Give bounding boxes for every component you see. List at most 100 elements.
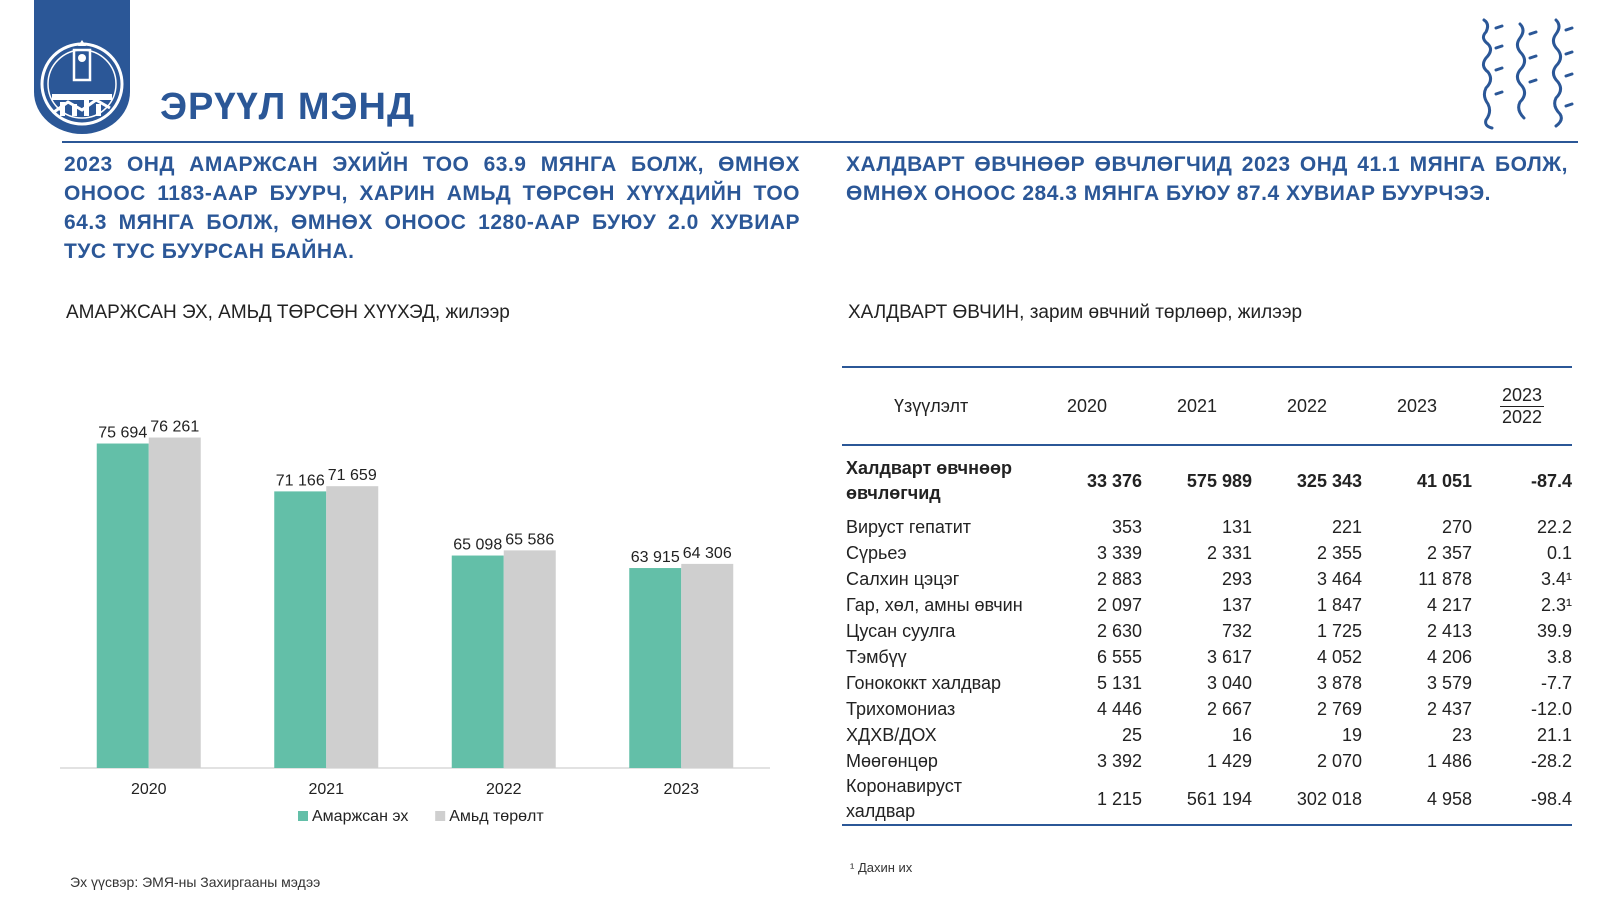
row-value: 2 070 xyxy=(1316,750,1362,771)
row-value: 11 878 xyxy=(1418,568,1472,589)
row-value: 732 xyxy=(1221,620,1252,641)
row-value: 302 018 xyxy=(1296,788,1362,809)
data-label: 65 098 xyxy=(453,537,502,554)
bar-mothers-2022 xyxy=(451,555,504,768)
row-ratio: 2.3¹ xyxy=(1540,594,1572,615)
header-divider xyxy=(62,141,1578,143)
row-value: 3 339 xyxy=(1096,542,1142,563)
row-ratio: 39.9 xyxy=(1536,620,1572,641)
row-value: 4 958 xyxy=(1426,788,1472,809)
row-value: 2 667 xyxy=(1206,698,1252,719)
row-value: 1 847 xyxy=(1316,594,1362,615)
column-header-year: 2022 xyxy=(1286,395,1328,416)
row-label: Халдварт өвчнөөр өвчлөгчид xyxy=(846,458,1012,503)
data-label: 71 166 xyxy=(276,472,325,489)
x-tick-label: 2023 xyxy=(663,781,699,798)
row-value: 1 215 xyxy=(1096,788,1142,809)
row-label: Цусан суулга xyxy=(846,620,956,641)
legend-label: Амьд төрөлт xyxy=(449,808,544,825)
row-value: 3 464 xyxy=(1316,568,1362,589)
row-label: Трихомониаз xyxy=(846,698,956,719)
row-value: 561 194 xyxy=(1186,788,1252,809)
table-row: Цусан суулга 2 630 732 1 725 2 413 39.9 xyxy=(842,618,1572,644)
row-value: 2 331 xyxy=(1206,542,1252,563)
table-row: Трихомониаз 4 446 2 667 2 769 2 437 -12.0 xyxy=(842,696,1572,722)
row-value: 2 357 xyxy=(1426,542,1472,563)
table-footnote: ¹ Дахин их xyxy=(850,860,913,875)
data-label: 76 261 xyxy=(150,419,199,436)
row-value: 2 769 xyxy=(1316,698,1362,719)
row-label: ХДХВ/ДОХ xyxy=(846,724,937,745)
data-label: 64 306 xyxy=(683,545,732,562)
ratio-denominator: 2022 xyxy=(1501,406,1543,427)
legend-swatch-mothers xyxy=(298,811,308,821)
row-value: 221 xyxy=(1331,516,1362,537)
data-label: 75 694 xyxy=(98,425,147,442)
table-row: Вируст гепатит 353 131 221 270 22.2 xyxy=(842,514,1572,540)
data-label: 71 659 xyxy=(328,467,377,484)
row-value: 2 883 xyxy=(1096,568,1142,589)
row-value: 4 217 xyxy=(1426,594,1472,615)
row-value: 2 413 xyxy=(1426,620,1472,641)
column-header-year: 2021 xyxy=(1176,395,1218,416)
row-label: Вируст гепатит xyxy=(846,516,971,537)
row-ratio: 21.1 xyxy=(1536,724,1572,745)
legend-label: Амаржсан эх xyxy=(312,808,408,825)
row-ratio: 22.2 xyxy=(1536,516,1572,537)
table-row: Сүрьеэ 3 339 2 331 2 355 2 357 0.1 xyxy=(842,540,1572,566)
ratio-numerator: 2023 xyxy=(1499,384,1545,407)
row-value: 4 052 xyxy=(1316,646,1362,667)
row-value: 270 xyxy=(1441,516,1472,537)
bar-births-2023 xyxy=(681,563,734,768)
soyombo-logo-icon xyxy=(34,0,130,134)
row-value: 3 040 xyxy=(1206,672,1252,693)
row-value: 41 051 xyxy=(1416,470,1472,491)
table-row: Салхин цэцэг 2 883 293 3 464 11 878 3.4¹ xyxy=(842,566,1572,592)
row-value: 575 989 xyxy=(1186,470,1252,491)
row-value: 293 xyxy=(1221,568,1252,589)
row-ratio: -98.4 xyxy=(1530,788,1572,809)
row-label: Коронавируст халдвар xyxy=(846,776,962,821)
table-title: ХАЛДВАРТ ӨВЧИН, зарим өвчний төрлөөр, жи… xyxy=(848,302,1303,323)
row-value: 1 486 xyxy=(1426,750,1472,771)
table-header-row: Үзүүлэлт 2020 2021 2022 2023 2023 2022 xyxy=(842,367,1572,445)
x-tick-label: 2021 xyxy=(308,781,344,798)
legend-swatch-births xyxy=(435,811,446,821)
headline-right: Халдварт өвчнөөр өвчлөгчид 2023 онд 41.1… xyxy=(846,153,1568,205)
row-value: 3 579 xyxy=(1426,672,1472,693)
column-header-indicator: Үзүүлэлт xyxy=(894,395,969,416)
table-row: Коронавируст халдвар 1 215 561 194 302 018 4… xyxy=(842,774,1572,825)
row-value: 16 xyxy=(1231,724,1252,745)
row-value: 325 343 xyxy=(1296,470,1362,491)
data-label: 65 586 xyxy=(505,531,554,548)
row-value: 3 617 xyxy=(1206,646,1252,667)
infectious-disease-table: Үзүүлэлт 2020 2021 2022 2023 2023 2022 Х… xyxy=(842,366,1572,826)
column-header-year: 2020 xyxy=(1066,395,1108,416)
row-ratio: 0.1 xyxy=(1546,542,1572,563)
table-row: ХДХВ/ДОХ 25 16 19 23 21.1 xyxy=(842,722,1572,748)
row-value: 19 xyxy=(1341,724,1362,745)
data-label: 63 915 xyxy=(631,549,680,566)
table-row-total: Халдварт өвчнөөр өвчлөгчид 33 376 575 989 3… xyxy=(842,445,1572,514)
row-label: Тэмбүү xyxy=(846,646,907,667)
row-ratio: -87.4 xyxy=(1530,470,1572,491)
row-label: Гонококкт халдвар xyxy=(846,672,1001,693)
bar-births-2022 xyxy=(503,550,556,768)
row-value: 1 725 xyxy=(1316,620,1362,641)
row-value: 4 446 xyxy=(1096,698,1142,719)
row-ratio: -28.2 xyxy=(1530,750,1572,771)
table-row: Мөөгөнцөр 3 392 1 429 2 070 1 486 -28.2 xyxy=(842,748,1572,774)
row-value: 5 131 xyxy=(1096,672,1142,693)
row-value: 1 429 xyxy=(1206,750,1252,771)
row-value: 33 376 xyxy=(1086,470,1142,491)
row-value: 3 878 xyxy=(1316,672,1362,693)
headline-left: 2023 онд амаржсан эхийн тоо 63.9 мянга б… xyxy=(64,153,800,263)
source-note: Эх үүсвэр: ЭМЯ-ны Захиргааны мэдээ xyxy=(70,874,321,890)
bar-births-2020 xyxy=(148,437,201,768)
row-value: 2 355 xyxy=(1316,542,1362,563)
row-label: Сүрьеэ xyxy=(846,542,907,563)
row-label: Салхин цэцэг xyxy=(846,568,960,589)
row-value: 2 097 xyxy=(1096,594,1142,615)
row-ratio: -7.7 xyxy=(1540,672,1572,693)
row-value: 131 xyxy=(1221,516,1252,537)
